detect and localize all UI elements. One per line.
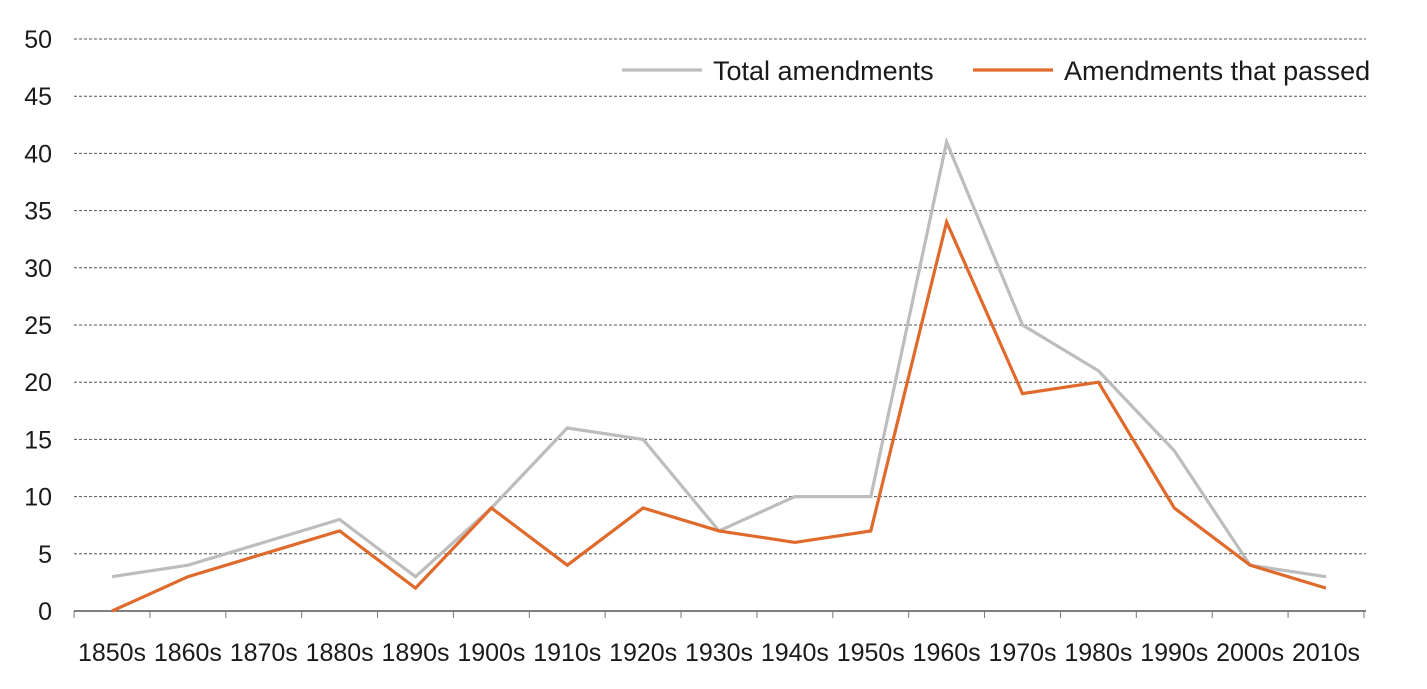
x-tick-label-1940s: 1940s [761,639,829,667]
y-tick-label-15: 15 [24,426,52,454]
x-tick-label-2010s: 2010s [1292,639,1360,667]
y-tick-label-0: 0 [38,598,52,626]
y-tick-label-20: 20 [24,369,52,397]
gridlines [74,38,1366,555]
y-tick-label-25: 25 [24,312,52,340]
series-line-amendments-passed [111,217,1327,613]
y-axis-tick-labels: 0 5 10 15 20 25 30 35 40 45 50 [24,26,52,626]
legend: Total amendments Amendments that passed [622,56,1370,86]
x-tick-label-1930s: 1930s [685,639,753,667]
x-tick-label-1880s: 1880s [306,639,374,667]
x-tick-label-1920s: 1920s [609,639,677,667]
x-tick-label-1890s: 1890s [381,639,449,667]
x-tick-label-1910s: 1910s [533,639,601,667]
x-tick-label-2000s: 2000s [1216,639,1284,667]
x-axis [73,610,1366,618]
y-tick-label-30: 30 [24,255,52,283]
series-lines [111,136,1327,613]
y-tick-label-45: 45 [24,83,52,111]
x-tick-label-1980s: 1980s [1064,639,1132,667]
x-tick-label-1990s: 1990s [1140,639,1208,667]
y-tick-label-35: 35 [24,198,52,226]
x-tick-label-1950s: 1950s [837,639,905,667]
x-axis-tick-labels: 1850s 1860s 1870s 1880s 1890s 1900s 1910s 1920s… [78,639,1360,667]
y-tick-label-5: 5 [38,541,52,569]
y-tick-label-40: 40 [24,140,52,168]
x-tick-label-1960s: 1960s [913,639,981,667]
x-tick-label-1850s: 1850s [78,639,146,667]
x-tick-label-1860s: 1860s [154,639,222,667]
x-tick-label-1970s: 1970s [988,639,1056,667]
legend-label-amendments-passed: Amendments that passed [1064,56,1370,86]
series-line-total-amendments [111,136,1327,579]
y-tick-label-50: 50 [24,26,52,54]
legend-label-total-amendments: Total amendments [713,56,934,86]
x-tick-label-1870s: 1870s [230,639,298,667]
y-tick-label-10: 10 [24,484,52,512]
x-tick-label-1900s: 1900s [457,639,525,667]
